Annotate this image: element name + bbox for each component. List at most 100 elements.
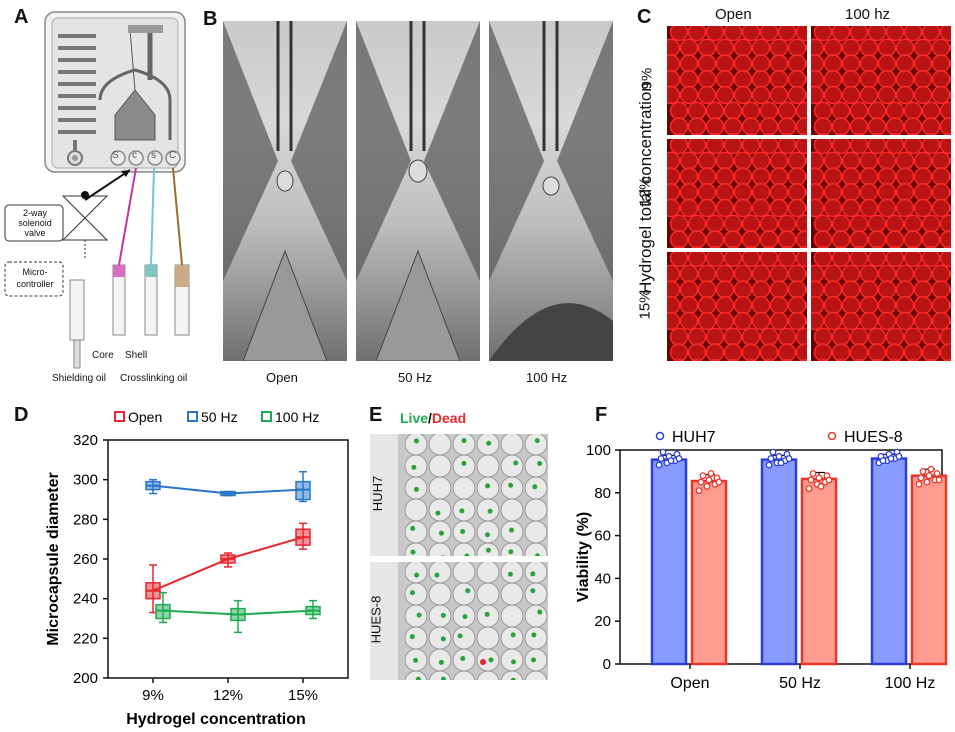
microcapsule-0-1-44 (949, 90, 951, 100)
microcapsule-0-1-39 (859, 85, 879, 105)
ld-huh7-capsule-14 (428, 476, 452, 500)
microcapsule-1-1-58 (903, 230, 923, 248)
ld-huh7-live-cell-4 (486, 440, 492, 446)
microcapsule-2-1-29 (841, 296, 861, 315)
microcapsule-0-1-50 (903, 101, 923, 120)
microcapsule-1-1-22 (877, 167, 897, 186)
ld-hues8-capsule-1 (404, 562, 428, 584)
legend-marker-2 (261, 411, 272, 422)
xtick-label-1: 12% (213, 687, 243, 704)
legend-marker-0 (655, 431, 665, 441)
ld-hues8-capsule-28 (476, 648, 500, 672)
microcapsule-0-1-63 (853, 133, 865, 135)
microcapsule-1-0-21 (715, 167, 735, 186)
point-1-2-0 (915, 480, 923, 488)
ld-hues8-live-cell-2 (434, 572, 440, 578)
title-separator: / (428, 410, 432, 426)
microcapsule-2-1-18 (811, 280, 825, 299)
microcapsule-0-0-5 (741, 26, 761, 42)
microcapsule-2-1-63 (853, 359, 865, 361)
x-axis-label: Hydrogel concentration (126, 711, 306, 728)
microcapsule-0-1-30 (859, 70, 879, 89)
microcapsule-0-0-17 (805, 43, 807, 53)
fluor-tile-0-1 (811, 26, 951, 135)
point-1-2-5 (933, 470, 941, 477)
point-1-2-1 (923, 478, 931, 486)
microcapsule-1-0-65 (745, 246, 757, 248)
microcapsule-2-0-36 (667, 311, 681, 331)
microcapsule-0-0-35 (805, 74, 807, 84)
microcapsule-2-0-28 (679, 296, 699, 315)
microcapsule-0-0-20 (697, 54, 717, 73)
ld-hues8-live-cell-35 (510, 677, 516, 680)
bar-1-0 (690, 479, 728, 666)
ld-hues8-capsule-2 (428, 562, 452, 584)
microcapsule-2-0-48 (723, 327, 743, 346)
brightfield-open (222, 20, 348, 362)
legend-label-0: Open (128, 409, 162, 425)
point-1-1-8 (825, 476, 833, 484)
microcapsule-1-1-39 (859, 198, 879, 218)
microcapsule-1-1-5 (885, 139, 905, 155)
microcapsule-2-1-45 (813, 327, 833, 346)
fluor-tile-svg-1-1 (811, 139, 951, 248)
microcapsule-2-0-32 (751, 296, 771, 315)
ytick-label-5: 300 (73, 472, 98, 489)
microcapsule-0-1-29 (841, 70, 861, 89)
microcapsule-2-0-17 (805, 269, 807, 279)
microcapsule-1-0-66 (763, 246, 775, 248)
col-header-100hz: 100 hz (845, 6, 891, 23)
ld-huh7-capsule-25 (404, 520, 428, 544)
microcapsule-2-1-31 (877, 296, 897, 315)
ld-hues8-capsule-21 (452, 626, 476, 650)
microcapsule-0-1-43 (931, 85, 951, 105)
microcapsule-2-0-67 (781, 359, 793, 361)
microcapsule-0-1-24 (913, 54, 933, 73)
microcapsule-0-0-26 (805, 58, 807, 69)
ld-huh7-live-cell-22 (487, 508, 493, 514)
fluor-tile-2-0 (667, 252, 807, 361)
microcapsule-0-1-26 (949, 58, 951, 69)
microcapsule-2-1-25 (931, 280, 951, 299)
ld-huh7-capsule-7 (404, 454, 428, 478)
microcapsule-1-0-23 (751, 167, 771, 186)
ld-hues8-capsule-17 (500, 604, 524, 628)
microcapsule-0-1-35 (949, 74, 951, 84)
ld-hues8-svg (404, 562, 548, 680)
microcapsule-0-0-33 (769, 70, 789, 89)
microcapsule-1-1-60 (939, 230, 951, 248)
microcapsule-2-1-41 (895, 311, 915, 331)
live-dead-image-huh7 (398, 434, 548, 556)
ld-huh7-capsule-5 (500, 434, 524, 456)
microcapsule-1-0-35 (805, 187, 807, 197)
microcapsule-2-1-12 (859, 264, 879, 283)
microcapsule-2-1-38 (841, 311, 861, 331)
microcapsule-2-0-46 (687, 327, 707, 346)
microcapsule-0-0-23 (751, 54, 771, 73)
microcapsule-1-0-46 (687, 214, 707, 233)
microcapsule-0-1-3 (849, 26, 869, 42)
microcapsule-0-0-54 (687, 117, 707, 135)
microcapsule-1-1-10 (823, 151, 843, 170)
microcapsule-2-0-30 (715, 296, 735, 315)
ld-huh7-live-cell-18 (532, 484, 538, 490)
fluor-tile-0-0 (667, 26, 807, 135)
ld-hues8-live-cell-32 (440, 676, 446, 680)
microcapsule-1-0-25 (787, 167, 807, 186)
microcapsule-1-0-32 (751, 183, 771, 202)
microcapsule-0-1-2 (831, 26, 851, 42)
row-label-9: 9% (638, 67, 656, 90)
microcapsule-0-0-2 (687, 26, 707, 42)
microcapsule-2-0-58 (759, 343, 779, 361)
microcapsule-0-0-64 (727, 133, 739, 135)
microcapsule-0-1-40 (877, 85, 897, 105)
microcapsule-0-0-1 (669, 26, 689, 42)
microcapsule-2-1-51 (921, 327, 941, 346)
microcapsule-0-0-56 (723, 117, 743, 135)
device-diagram (4, 11, 190, 369)
microcapsule-0-1-61 (817, 133, 829, 135)
ld-huh7-capsule-30 (524, 520, 548, 544)
microcapsule-1-1-66 (907, 246, 919, 248)
microcapsule-1-0-61 (673, 246, 685, 248)
microcapsule-0-0-31 (733, 70, 753, 89)
